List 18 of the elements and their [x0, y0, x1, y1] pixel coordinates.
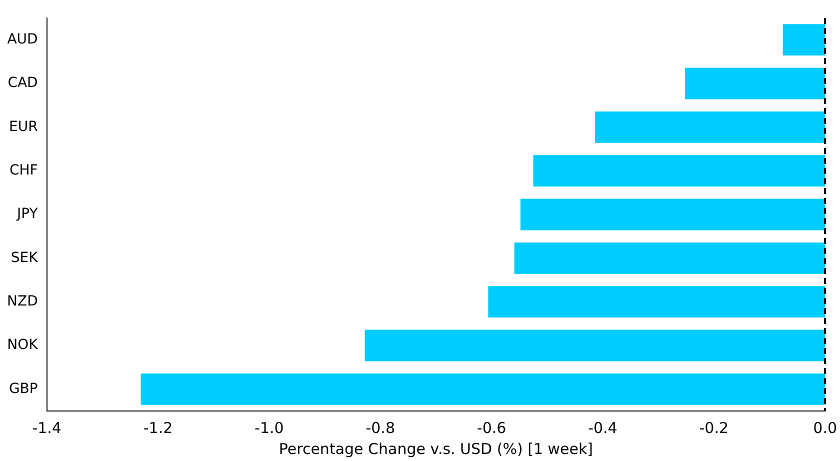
y-tick-label: GBP — [8, 380, 38, 397]
x-tick-label: -0.8 — [366, 418, 396, 437]
y-tick-label: CHF — [9, 162, 38, 178]
x-tick-label: 0.0 — [813, 418, 837, 437]
y-tick-label: NZD — [7, 293, 38, 310]
y-tick-label: NOK — [7, 337, 39, 354]
y-tick-label: AUD — [7, 31, 38, 48]
y-tick-label: SEK — [10, 250, 39, 266]
x-tick-label: -0.6 — [476, 418, 506, 437]
x-tick-label: -1.2 — [143, 418, 173, 437]
x-tick-label: -1.0 — [254, 418, 284, 437]
x-tick-label: -1.4 — [32, 418, 62, 437]
x-tick-label: -0.2 — [699, 418, 729, 437]
x-tick-label: -0.4 — [588, 418, 618, 437]
y-tick-label: CAD — [8, 75, 38, 92]
y-tick-label: JPY — [16, 206, 38, 222]
y-tick-label: EUR — [9, 118, 38, 135]
x-axis-title: Percentage Change v.s. USD (%) [1 week] — [278, 440, 594, 458]
